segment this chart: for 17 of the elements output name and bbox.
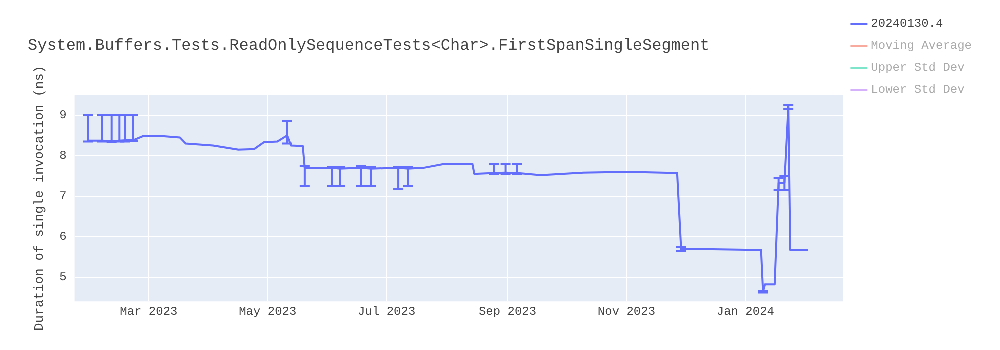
- y-tick-label: 5: [60, 270, 67, 284]
- legend-label: Lower Std Dev: [871, 83, 965, 98]
- legend-label: Upper Std Dev: [871, 61, 965, 76]
- x-tick-label: Jan 2024: [716, 304, 774, 319]
- y-tick-label: 7: [60, 190, 67, 204]
- x-tick-label: Mar 2023: [120, 304, 178, 319]
- x-tick-label: Nov 2023: [598, 304, 656, 319]
- legend-label: Moving Average: [871, 39, 972, 54]
- x-tick-label: May 2023: [239, 304, 297, 319]
- y-tick-label: 9: [60, 108, 67, 123]
- y-tick-label: 8: [60, 149, 67, 164]
- y-tick-label: 6: [60, 230, 67, 244]
- legend-label: 20240130.4: [871, 17, 944, 32]
- x-tick-label: Sep 2023: [478, 304, 537, 319]
- chart-title: System.Buffers.Tests.ReadOnlySequenceTests<Char>.FirstSpanSingleSegment: [28, 36, 710, 55]
- y-axis-title: Duration of single invocation (ns): [32, 66, 48, 332]
- x-tick-label: Jul 2023: [358, 304, 416, 319]
